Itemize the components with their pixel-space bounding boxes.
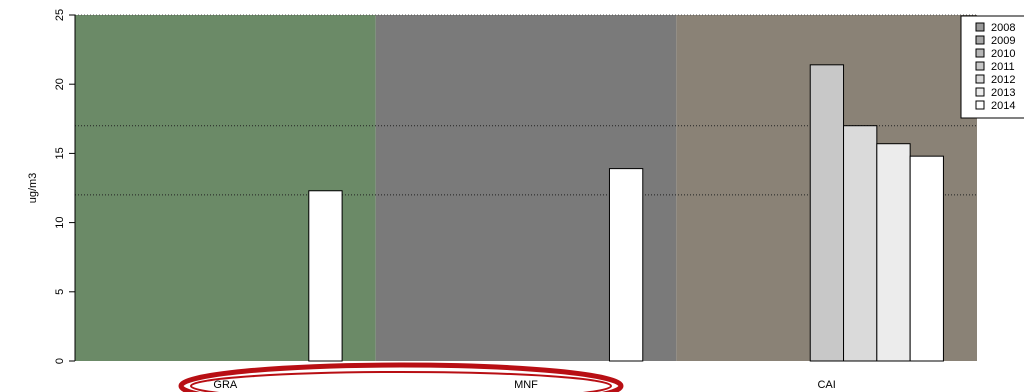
legend-label-2009: 2009 (991, 35, 1015, 47)
bar-cai-2013 (876, 143, 911, 362)
bars (308, 64, 944, 362)
y-axis-title: ug/m3 (27, 173, 39, 204)
y-tick-label-10: 10 (54, 216, 66, 228)
legend-label-2014: 2014 (991, 100, 1015, 112)
bar-cai-2012 (843, 125, 878, 362)
legend-swatch-2009 (975, 35, 985, 45)
category-label-mnf: MNF (514, 379, 538, 391)
legend-swatch-2008 (975, 22, 985, 32)
category-label-gra: GRA (213, 379, 238, 391)
legend-swatch-2011 (975, 61, 985, 71)
y-axis: 0 5 10 15 20 25 (54, 9, 76, 364)
highlight-ellipse-inner (190, 371, 612, 392)
legend-swatch-2013 (975, 87, 985, 97)
y-tick-label-20: 20 (54, 78, 66, 90)
legend-label-2010: 2010 (991, 48, 1015, 60)
legend-box (960, 15, 1024, 119)
legend-label-2013: 2013 (991, 87, 1015, 99)
y-tick-label-0: 0 (54, 358, 66, 364)
y-tick-label-5: 5 (54, 289, 66, 295)
legend-swatch-2010 (975, 48, 985, 58)
legend-swatch-2012 (975, 74, 985, 84)
y-tick-label-25: 25 (54, 9, 66, 21)
annotation-layer (178, 362, 624, 392)
category-labels: GRA MNF CAI (213, 379, 835, 391)
bar-cai-2014 (909, 155, 944, 362)
category-label-cai: CAI (817, 379, 835, 391)
bar-mnf-2014 (608, 168, 644, 362)
legend-label-2012: 2012 (991, 74, 1015, 86)
legend-swatch-2014 (975, 100, 985, 110)
bar-cai-2011 (809, 64, 845, 362)
legend-label-2011: 2011 (991, 61, 1015, 73)
reference-lines (75, 125, 977, 196)
bar-gra-2014 (308, 190, 343, 362)
legend-label-2008: 2008 (991, 22, 1015, 34)
y-tick-label-15: 15 (54, 147, 66, 159)
highlight-ellipse (178, 362, 624, 392)
